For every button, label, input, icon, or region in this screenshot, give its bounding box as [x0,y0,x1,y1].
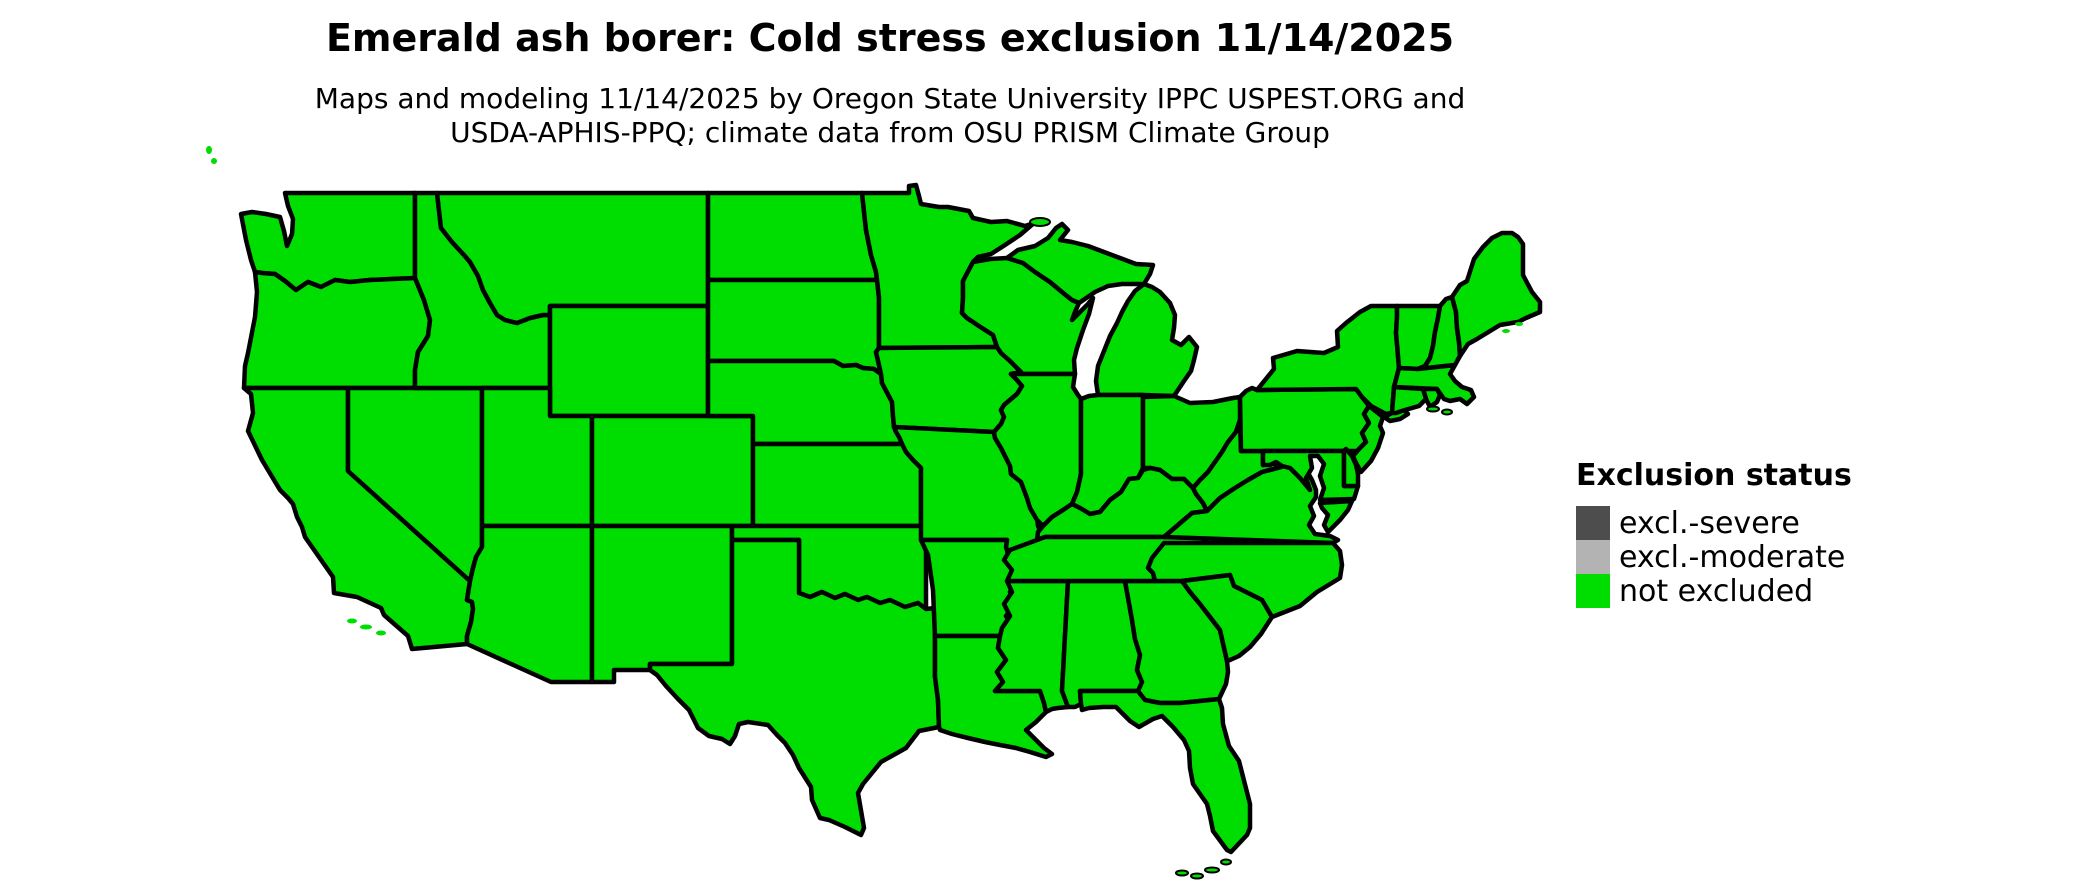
florida-keys [1220,858,1232,866]
state-connecticut [1389,384,1429,416]
state-minnesota [859,182,1037,351]
state-mississippi [992,578,1071,715]
state-south-carolina [1179,572,1275,664]
state-arizona [464,523,595,685]
legend: Exclusion status excl.-severe excl.-mode… [1576,458,1852,609]
header: Emerald ash borer: Cold stress exclusion… [110,0,1670,150]
state-michigan-upper [1004,221,1156,306]
islands-layer [206,146,1523,880]
legend-item-moderate: excl.-moderate [1576,539,1852,575]
state-colorado [589,413,756,529]
state-michigan-lower [1093,281,1200,399]
state-delmarva-virginia [1317,498,1355,535]
state-maryland [1260,448,1361,503]
states-layer [238,182,1543,855]
state-pennsylvania [1237,385,1372,454]
subtitle-line-2: USDA-APHIS-PPQ; climate data from OSU PR… [450,116,1330,149]
state-delaware [1341,446,1361,489]
florida-keys [1175,869,1189,877]
legend-item-severe: excl.-severe [1576,505,1852,541]
subtitle-line-1: Maps and modeling 11/14/2025 by Oregon S… [314,82,1466,115]
state-iowa [873,344,1025,435]
channel-island [347,618,357,624]
state-oregon [241,269,433,391]
maine-coast-island [1502,329,1510,333]
florida-keys [1190,872,1204,880]
page-title: Emerald ash borer: Cold stress exclusion… [325,16,1455,60]
florida-keys [1204,866,1220,874]
legend-item-label: excl.-severe [1619,505,1800,541]
moderate-swatch [1576,540,1610,574]
marthas-vineyard-island [1426,405,1440,413]
subtitle: Maps and modeling 11/14/2025 by Oregon S… [110,82,1670,150]
state-kansas [750,441,924,529]
state-new-mexico [589,523,735,685]
maine-coast-island [1515,322,1523,326]
state-texas [647,537,942,838]
legend-item-label: not excluded [1619,573,1814,609]
san-juan-island [206,146,212,154]
state-florida [1077,688,1253,855]
state-maine [1449,230,1543,362]
legend-item-label: excl.-moderate [1619,539,1846,575]
legend-title: Exclusion status [1576,458,1852,493]
channel-island [360,624,372,630]
severe-swatch [1576,506,1610,540]
legend-item-not-excluded: not excluded [1576,573,1852,609]
state-north-dakota [705,190,880,283]
channel-island [376,630,386,636]
not-excluded-swatch [1576,574,1610,608]
san-juan-island [211,158,217,164]
isle-royale-island [1029,217,1051,227]
state-wyoming [547,303,711,419]
nantucket-island [1441,408,1453,416]
